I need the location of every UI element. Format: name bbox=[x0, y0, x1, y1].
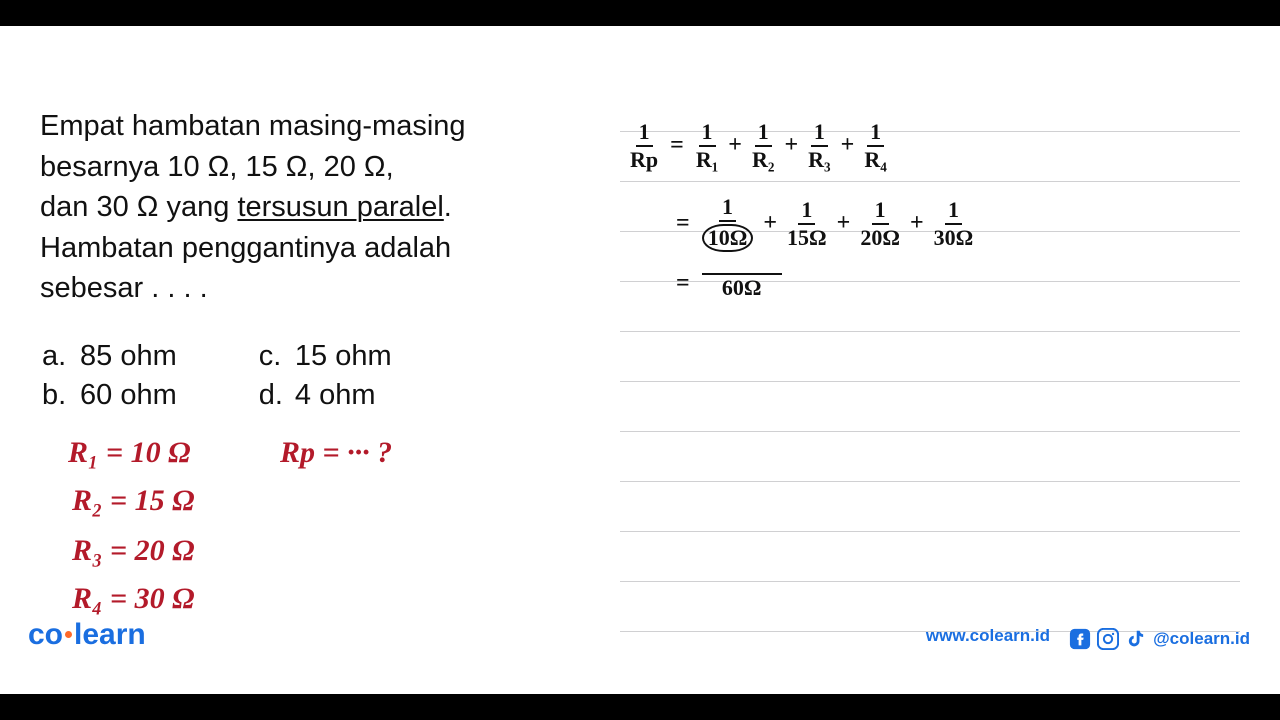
brand-part1: co bbox=[28, 618, 63, 651]
option-b-letter: b. bbox=[42, 377, 78, 414]
brand-part2: learn bbox=[74, 618, 146, 651]
brand-dot-icon bbox=[65, 631, 72, 638]
option-d-letter: d. bbox=[189, 377, 293, 414]
eq1-lhs-num: 1 bbox=[636, 121, 653, 147]
question-line2b: , 15 bbox=[229, 151, 285, 183]
question-line5: sebesar . . . . bbox=[40, 272, 208, 304]
question-line3c: . bbox=[444, 191, 452, 223]
paper-rule bbox=[620, 531, 1240, 532]
ohm-4: Ω bbox=[137, 191, 159, 223]
tiktok-icon bbox=[1125, 628, 1147, 650]
eq1-t1n: 1 bbox=[699, 121, 716, 147]
question-line2d: , bbox=[386, 151, 394, 183]
red-note-r3: R₃ = 20 Ω bbox=[72, 534, 194, 568]
eq3-eq: = bbox=[676, 270, 690, 296]
option-a-letter: a. bbox=[42, 338, 78, 375]
eq2-t4d: 30Ω bbox=[934, 225, 974, 249]
option-c-text: 15 ohm bbox=[295, 338, 402, 375]
question-line4: Hambatan penggantinya adalah bbox=[40, 232, 451, 264]
eq2-plus2: + bbox=[837, 210, 851, 236]
option-b-text: 60 ohm bbox=[80, 377, 187, 414]
paper-rule bbox=[620, 481, 1240, 482]
question-line3a: dan 30 bbox=[40, 191, 137, 223]
eq1-t4n: 1 bbox=[867, 121, 884, 147]
content-area: Empat hambatan masing-masing besarnya 10… bbox=[0, 26, 1280, 694]
ohm-1: Ω bbox=[208, 151, 230, 183]
ohm-2: Ω bbox=[286, 151, 308, 183]
letterbox-bottom bbox=[0, 694, 1280, 720]
option-a-text: 85 ohm bbox=[80, 338, 187, 375]
eq3-den: 60Ω bbox=[722, 275, 762, 299]
letterbox-top bbox=[0, 0, 1280, 26]
eq1-t2d: R₂ bbox=[752, 147, 774, 171]
paper-rule bbox=[620, 581, 1240, 582]
worked-eq2: = 110Ω + 115Ω + 120Ω + 130Ω bbox=[670, 196, 973, 252]
worked-eq1: 1Rp = 1R₁ + 1R₂ + 1R₃ + 1R₄ bbox=[630, 121, 887, 171]
answer-options: a. 85 ohm c. 15 ohm b. 60 ohm d. 4 ohm bbox=[40, 336, 404, 416]
red-note-r1: R₁ = 10 Ω bbox=[68, 436, 190, 470]
red-note-rp: Rp = ··· ? bbox=[280, 436, 392, 470]
eq1-plus3: + bbox=[841, 132, 855, 158]
eq2-t1d: 10Ω bbox=[702, 224, 754, 252]
question-underlined: tersusun paralel bbox=[237, 191, 443, 223]
eq1-lhs-den: Rp bbox=[630, 147, 658, 171]
ruled-paper: 1Rp = 1R₁ + 1R₂ + 1R₃ + 1R₄ = 110Ω + 115… bbox=[620, 101, 1240, 661]
option-row-1: a. 85 ohm c. 15 ohm bbox=[42, 338, 402, 375]
red-note-r2: R₂ = 15 Ω bbox=[72, 484, 194, 518]
option-d-text: 4 ohm bbox=[295, 377, 402, 414]
eq1-t1d: R₁ bbox=[696, 147, 718, 171]
eq1-t3n: 1 bbox=[811, 121, 828, 147]
social-handle: @colearn.id bbox=[1153, 629, 1250, 649]
eq1-t2n: 1 bbox=[755, 121, 772, 147]
footer: colearn www.colearn.id @colearn.id bbox=[0, 608, 1280, 668]
eq2-t3d: 20Ω bbox=[860, 225, 900, 249]
question-line1: Empat hambatan masing-masing bbox=[40, 110, 466, 142]
eq1-plus1: + bbox=[728, 132, 742, 158]
paper-rule bbox=[620, 381, 1240, 382]
ohm-3: Ω bbox=[364, 151, 386, 183]
eq2-t1n: 1 bbox=[719, 196, 736, 222]
eq2-t2n: 1 bbox=[798, 199, 815, 225]
eq2-plus1: + bbox=[763, 210, 777, 236]
eq2-t3n: 1 bbox=[872, 199, 889, 225]
eq2-plus3: + bbox=[910, 210, 924, 236]
eq1-plus2: + bbox=[784, 132, 798, 158]
eq2-eq: = bbox=[676, 210, 690, 236]
facebook-icon bbox=[1069, 628, 1091, 650]
paper-rule bbox=[620, 431, 1240, 432]
question-line3b: yang bbox=[158, 191, 237, 223]
eq2-t2d: 15Ω bbox=[787, 225, 827, 249]
instagram-icon bbox=[1097, 628, 1119, 650]
question-text: Empat hambatan masing-masing besarnya 10… bbox=[40, 106, 580, 309]
eq1-eq: = bbox=[670, 132, 684, 158]
option-c-letter: c. bbox=[189, 338, 293, 375]
brand-logo: colearn bbox=[28, 618, 146, 652]
question-line2c: , 20 bbox=[307, 151, 363, 183]
website-url: www.colearn.id bbox=[926, 626, 1050, 646]
option-row-2: b. 60 ohm d. 4 ohm bbox=[42, 377, 402, 414]
eq1-t4d: R₄ bbox=[864, 147, 886, 171]
paper-rule bbox=[620, 181, 1240, 182]
social-block: @colearn.id bbox=[1069, 628, 1250, 650]
eq1-t3d: R₃ bbox=[808, 147, 830, 171]
worked-eq3: = 60Ω bbox=[670, 269, 782, 299]
eq2-t4n: 1 bbox=[945, 199, 962, 225]
paper-rule bbox=[620, 331, 1240, 332]
question-line2a: besarnya 10 bbox=[40, 151, 208, 183]
